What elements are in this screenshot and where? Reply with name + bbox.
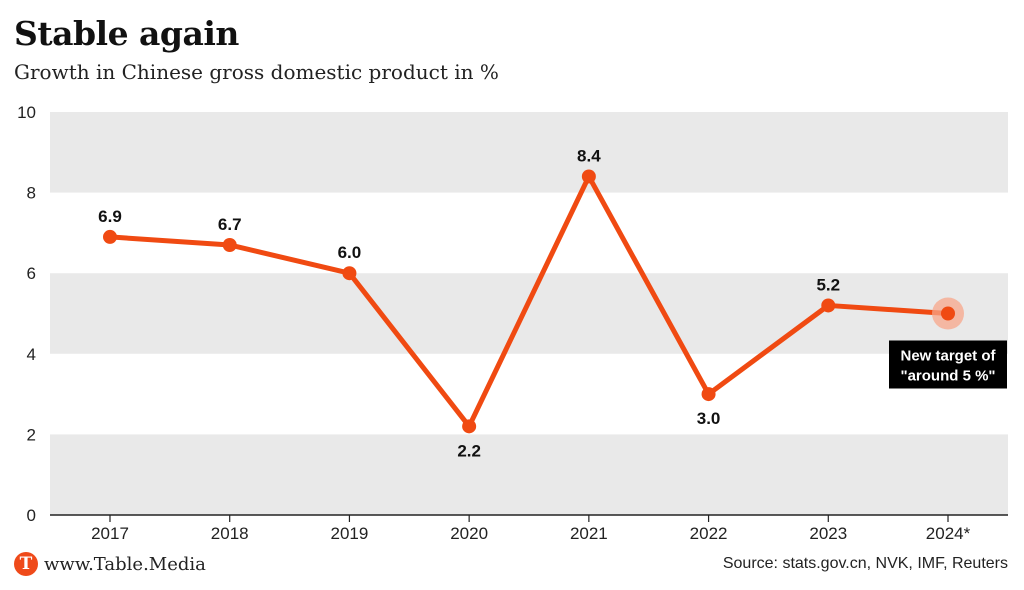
x-tick-label: 2017 [91, 524, 129, 543]
data-point [342, 266, 357, 281]
y-tick-label: 6 [27, 264, 36, 283]
grid-band [50, 273, 1008, 354]
series-polyline [107, 173, 951, 429]
data-label: 5.2 [816, 275, 840, 294]
data-point [701, 387, 716, 402]
chart-title: Stable again [14, 14, 239, 53]
brand[interactable]: T www.Table.Media [14, 551, 206, 577]
x-tick-label: 2018 [211, 524, 249, 543]
y-axis-ticks: 0 2 4 6 8 10 [17, 103, 36, 525]
data-label: 3.0 [697, 409, 721, 428]
data-label: 6.0 [338, 243, 362, 262]
y-tick-label: 2 [27, 425, 36, 444]
data-points [103, 169, 964, 434]
data-label: 6.7 [218, 215, 242, 234]
data-point [941, 306, 955, 321]
annotation-box [889, 340, 1007, 389]
y-tick-label: 4 [27, 345, 36, 364]
data-point [581, 169, 596, 184]
data-label: 6.9 [98, 207, 122, 226]
grid-band [50, 112, 1008, 193]
x-tick-label: 2020 [450, 524, 488, 543]
source-note: Source: stats.gov.cn, NVK, IMF, Reuters [722, 555, 1008, 572]
x-tick-label: 2021 [570, 524, 608, 543]
x-tick-label: 2019 [331, 524, 369, 543]
series-line [107, 173, 951, 429]
brand-url: www.Table.Media [44, 553, 206, 575]
grid-bands [50, 112, 1008, 515]
y-tick-label: 8 [27, 184, 36, 203]
data-point [222, 237, 237, 252]
annotation-text: "around 5 %" [900, 368, 995, 385]
data-label: 2.2 [457, 441, 481, 460]
chart-subtitle: Growth in Chinese gross domestic product… [14, 60, 499, 84]
table-media-logo-icon: T [14, 552, 38, 576]
y-tick-label: 10 [17, 103, 36, 122]
data-label: 8.4 [577, 146, 601, 165]
target-annotation: New target of "around 5 %" [889, 340, 1007, 389]
x-axis-ticks: 2017 2018 2019 2020 2021 2022 2023 2024* [91, 515, 971, 543]
data-point [821, 298, 836, 313]
x-tick-label: 2024* [926, 524, 971, 543]
data-point [462, 419, 477, 434]
x-tick-label: 2023 [809, 524, 847, 543]
grid-band [50, 434, 1008, 515]
data-point [103, 229, 117, 244]
x-tick-label: 2022 [690, 524, 728, 543]
y-tick-label: 0 [27, 506, 36, 525]
annotation-text: New target of [900, 348, 996, 365]
data-labels: 6.9 6.7 6.0 2.2 8.4 3.0 5.2 [98, 146, 840, 460]
